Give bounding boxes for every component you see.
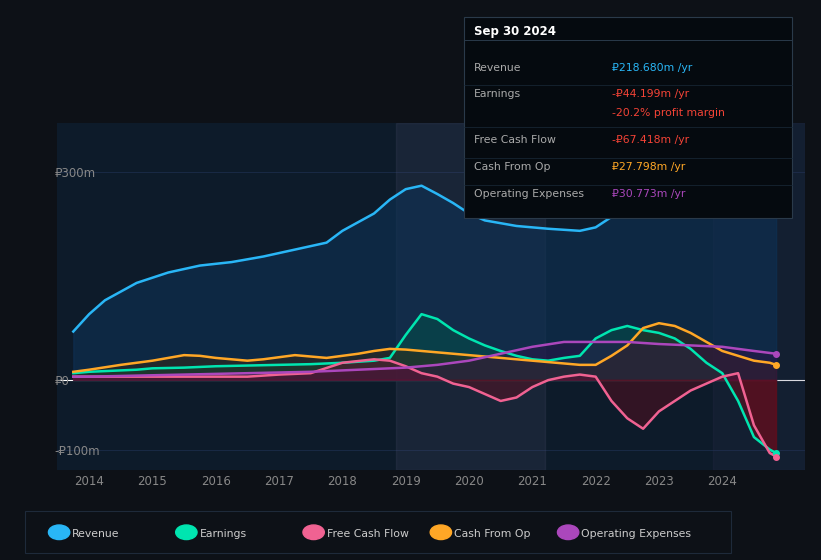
Text: Revenue: Revenue: [474, 63, 521, 73]
Text: Operating Expenses: Operating Expenses: [581, 529, 691, 539]
Text: ₽30.773m /yr: ₽30.773m /yr: [612, 189, 685, 199]
Text: ₽218.680m /yr: ₽218.680m /yr: [612, 63, 692, 73]
Text: Revenue: Revenue: [72, 529, 120, 539]
Text: Operating Expenses: Operating Expenses: [474, 189, 584, 199]
Text: Sep 30 2024: Sep 30 2024: [474, 25, 556, 38]
Bar: [397, 123, 545, 470]
Bar: [713, 123, 805, 470]
Text: -20.2% profit margin: -20.2% profit margin: [612, 108, 724, 118]
Text: Cash From Op: Cash From Op: [454, 529, 530, 539]
Text: ₽27.798m /yr: ₽27.798m /yr: [612, 162, 685, 172]
Text: Free Cash Flow: Free Cash Flow: [474, 135, 556, 145]
Text: Earnings: Earnings: [474, 90, 521, 100]
Text: Free Cash Flow: Free Cash Flow: [327, 529, 409, 539]
Text: -₽44.199m /yr: -₽44.199m /yr: [612, 90, 689, 100]
Text: -₽67.418m /yr: -₽67.418m /yr: [612, 135, 689, 145]
Text: Cash From Op: Cash From Op: [474, 162, 550, 172]
Text: Earnings: Earnings: [200, 529, 246, 539]
